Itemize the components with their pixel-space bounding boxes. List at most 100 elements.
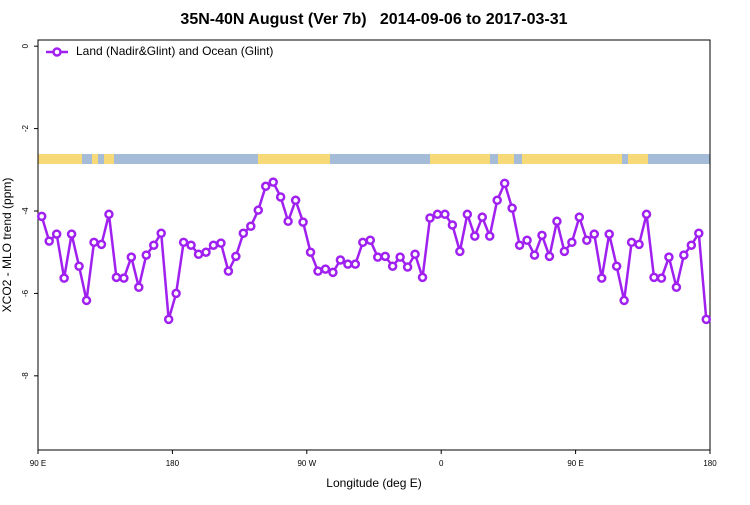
y-tick-label: -6 — [21, 289, 30, 297]
point — [305, 247, 316, 257]
point — [596, 273, 607, 283]
point — [275, 192, 286, 202]
point — [694, 228, 704, 239]
legend-marker — [52, 47, 62, 57]
x-axis-label: Longitude (deg E) — [326, 476, 421, 490]
point — [679, 250, 689, 260]
point — [290, 195, 301, 206]
point — [365, 235, 376, 246]
point — [470, 231, 480, 241]
y-tick-label: -4 — [21, 207, 30, 215]
point — [89, 237, 99, 248]
point — [619, 295, 629, 306]
point — [514, 240, 525, 250]
point — [656, 273, 667, 283]
point — [537, 230, 547, 241]
point — [447, 220, 458, 230]
point — [604, 229, 614, 239]
land — [522, 154, 622, 164]
point — [350, 259, 361, 269]
point — [119, 273, 129, 283]
x-tick-label: 90 W — [297, 459, 316, 468]
point — [193, 249, 204, 260]
point — [111, 272, 122, 283]
point — [238, 228, 249, 239]
point — [141, 250, 152, 260]
y-axis-label: XCO2 - MLO trend (ppm) — [0, 178, 14, 313]
point — [104, 209, 114, 220]
point — [552, 216, 562, 227]
point — [313, 266, 323, 276]
point — [641, 209, 652, 220]
point — [51, 229, 62, 239]
point — [626, 237, 637, 248]
point — [298, 217, 308, 227]
point — [343, 259, 353, 269]
point — [701, 314, 712, 325]
point — [611, 261, 622, 271]
point — [268, 177, 278, 187]
point — [246, 221, 256, 232]
ocean — [38, 154, 710, 164]
point — [186, 240, 196, 250]
point — [260, 181, 271, 192]
point — [171, 288, 181, 299]
chart-title: 35N-40N August (Ver 7b) 2014-09-06 to 20… — [180, 11, 567, 28]
plot-frame — [37, 39, 711, 451]
point — [499, 178, 510, 189]
point — [148, 240, 159, 250]
point — [417, 272, 428, 283]
point — [507, 203, 517, 213]
point — [372, 252, 383, 262]
point — [402, 262, 413, 272]
point — [686, 240, 697, 250]
point — [425, 213, 435, 223]
point — [582, 235, 592, 246]
point — [66, 229, 77, 239]
point — [440, 209, 450, 220]
point — [358, 237, 368, 248]
point — [253, 205, 264, 215]
point — [81, 295, 92, 306]
point — [134, 282, 144, 292]
land — [104, 154, 114, 164]
point — [574, 212, 585, 222]
point — [283, 216, 293, 227]
point — [163, 314, 174, 325]
x-tick-label: 90 E — [567, 459, 583, 468]
y-tick-label: -8 — [21, 372, 30, 380]
land — [628, 154, 648, 164]
point — [59, 273, 69, 283]
point — [462, 209, 473, 220]
land-ocean-band — [38, 154, 710, 164]
series-line — [40, 179, 708, 320]
point — [567, 237, 577, 248]
point — [387, 261, 398, 271]
point — [432, 209, 443, 220]
point — [649, 272, 659, 283]
x-tick-label: 0 — [439, 459, 444, 468]
point — [634, 239, 644, 250]
point — [589, 229, 600, 239]
point — [484, 231, 495, 241]
land — [430, 154, 490, 164]
point — [44, 236, 54, 246]
land — [498, 154, 514, 164]
point — [395, 252, 405, 262]
point — [74, 261, 84, 271]
point — [529, 250, 540, 260]
point — [335, 255, 346, 265]
y-tick-label: 0 — [21, 43, 30, 48]
point — [231, 251, 241, 262]
point — [320, 264, 331, 274]
point — [223, 266, 234, 276]
point — [208, 240, 219, 250]
point — [201, 247, 211, 257]
point — [380, 251, 390, 262]
y-tick-label: -2 — [21, 124, 30, 132]
point — [156, 228, 166, 239]
point — [664, 252, 674, 262]
point — [477, 212, 488, 222]
point — [96, 239, 107, 250]
point — [671, 282, 682, 292]
